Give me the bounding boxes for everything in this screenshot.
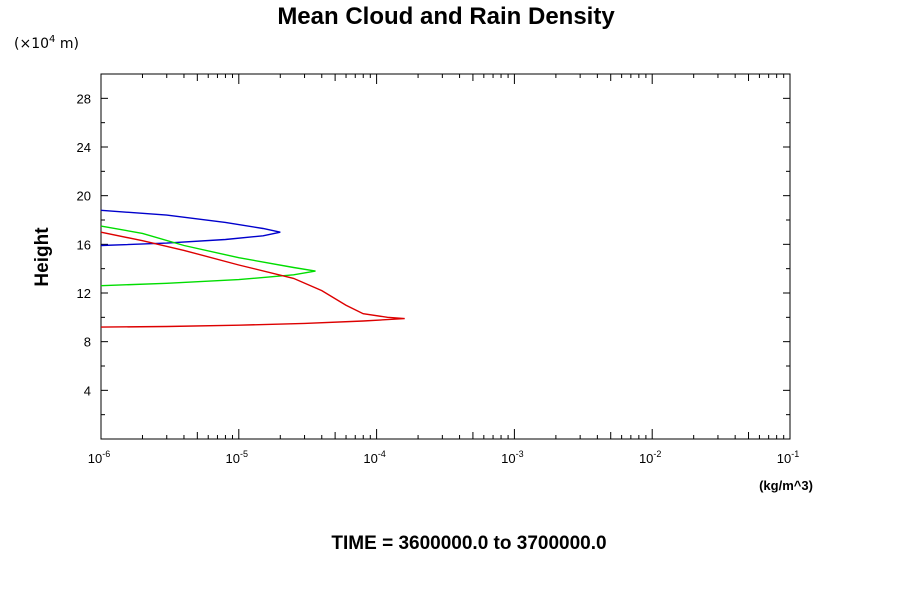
- x-tick-exponent: -1: [791, 449, 799, 459]
- x-tick-label: 10-2: [639, 449, 661, 466]
- chart-title: Mean Cloud and Rain Density: [277, 3, 615, 30]
- y-tick-label: 24: [77, 140, 91, 155]
- x-tick-base: 10: [639, 451, 653, 466]
- plot-frame: [100, 73, 791, 440]
- x-tick-base: 10: [501, 451, 515, 466]
- y-tick-label: 28: [77, 91, 91, 106]
- x-tick-label: 10-6: [88, 449, 110, 466]
- y-unit-exponent: 4: [49, 34, 55, 45]
- series-line-1: [100, 209, 281, 247]
- x-tick-exponent: -4: [378, 449, 386, 459]
- x-tick-label: 10-4: [363, 449, 385, 466]
- series-layer: [100, 209, 405, 328]
- y-tick-label: 12: [77, 286, 91, 301]
- x-tick-exponent: -5: [240, 449, 248, 459]
- x-axis-unit: (kg/m^3): [759, 478, 813, 493]
- time-range-caption: TIME = 3600000.0 to 3700000.0: [331, 533, 606, 554]
- y-tick-label: 20: [77, 189, 91, 204]
- series-line-2: [100, 225, 316, 287]
- x-tick-base: 10: [88, 451, 102, 466]
- y-unit-suffix: m): [55, 36, 79, 52]
- x-tick-label: 10-1: [777, 449, 799, 466]
- y-unit-prefix: (×10: [14, 36, 49, 52]
- x-tick-label: 10-5: [226, 449, 248, 466]
- y-tick-label: 16: [77, 237, 91, 252]
- x-tick-exponent: -2: [653, 449, 661, 459]
- x-tick-exponent: -6: [102, 449, 110, 459]
- series-line-3: [100, 231, 405, 328]
- x-tick-base: 10: [226, 451, 240, 466]
- y-tick-label: 8: [84, 335, 91, 350]
- x-tick-exponent: -3: [516, 449, 524, 459]
- x-tick-base: 10: [777, 451, 791, 466]
- y-tick-label: 4: [84, 383, 91, 398]
- y-axis-label: Height: [32, 227, 53, 287]
- x-tick-base: 10: [363, 451, 377, 466]
- y-axis-unit: (×104 m): [14, 34, 79, 52]
- x-tick-label: 10-3: [501, 449, 523, 466]
